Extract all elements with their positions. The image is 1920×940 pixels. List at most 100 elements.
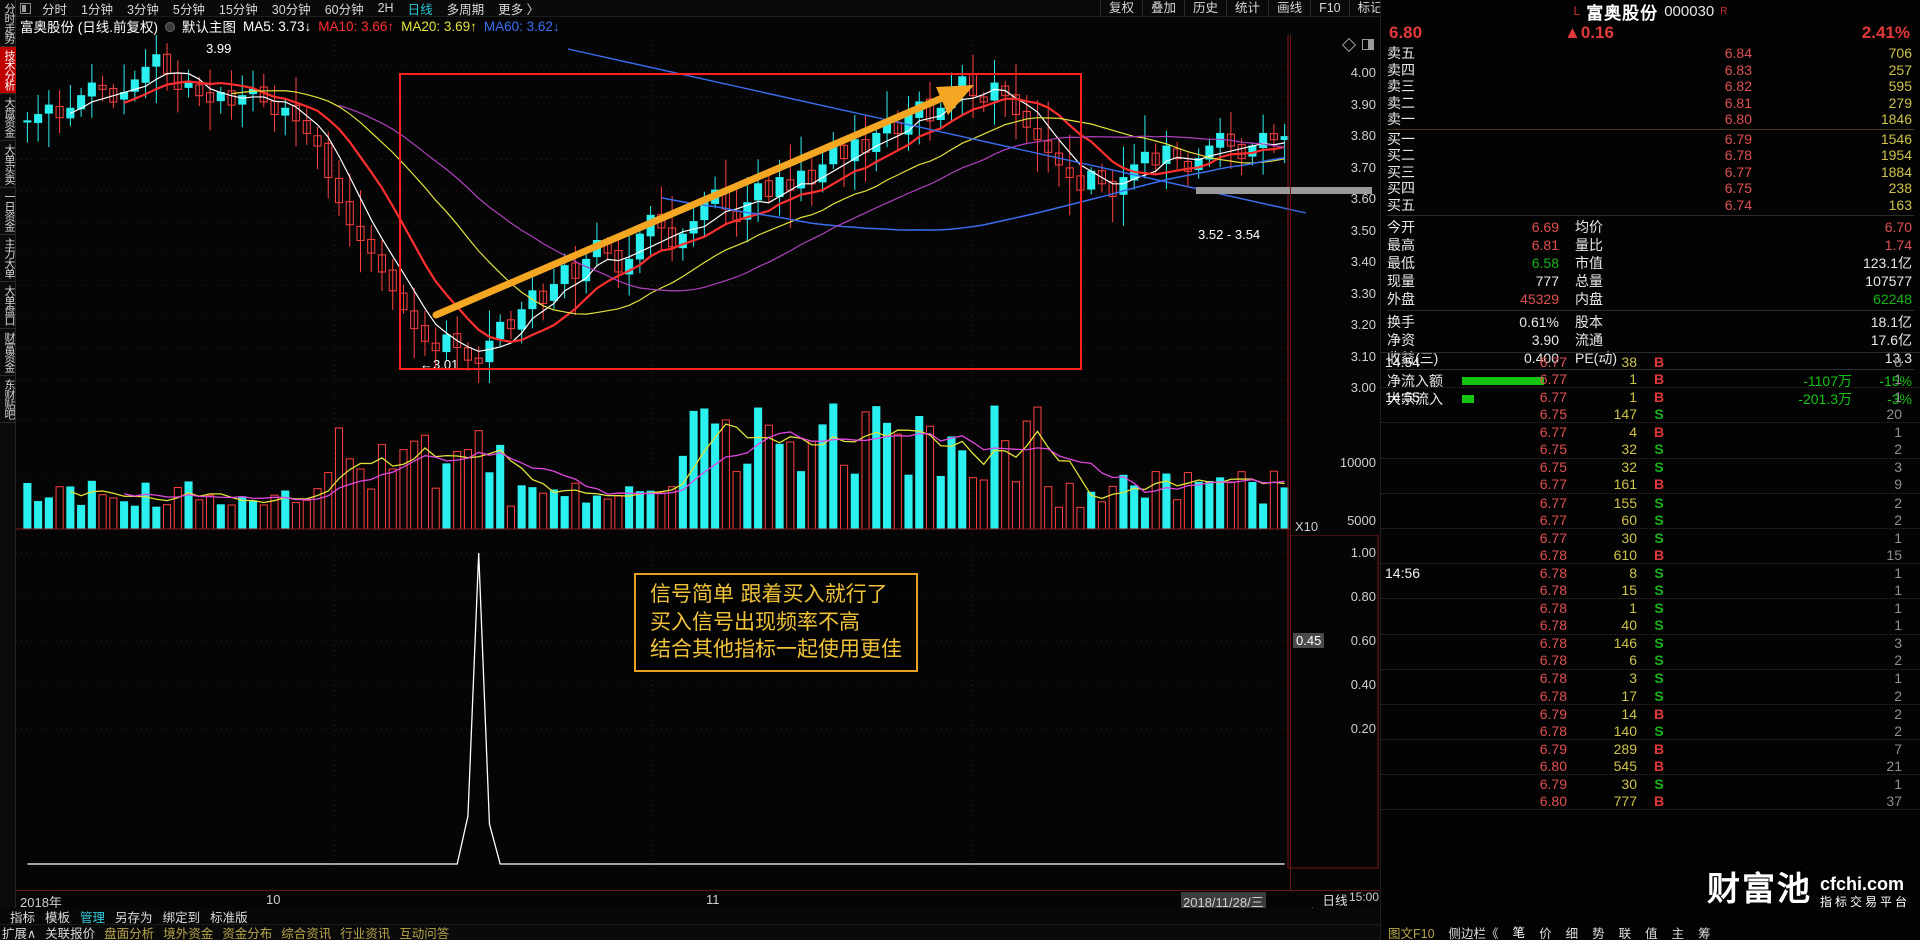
- sub-tick-0.80: 0.80: [1350, 589, 1376, 604]
- extmenu-资金分布[interactable]: 资金分布: [222, 927, 273, 940]
- ask-row-2[interactable]: 卖三 6.82 595: [1381, 78, 1920, 95]
- tick-row-17[interactable]: 6.78 6 S 2: [1381, 652, 1920, 670]
- tool-统计[interactable]: 统计: [1226, 0, 1268, 17]
- tick-row-4[interactable]: 6.77 4 B 1: [1381, 423, 1920, 441]
- period-3分钟[interactable]: 3分钟: [126, 2, 159, 17]
- period-多周期[interactable]: 多周期: [446, 2, 485, 17]
- tick-volume-17: 6: [1629, 652, 1637, 669]
- fund-v2-1: 17.6亿: [1870, 332, 1912, 348]
- bid-row-0[interactable]: 买一 6.79 1546: [1381, 131, 1920, 148]
- rmenu-细[interactable]: 细: [1565, 926, 1579, 940]
- extmenu-行业资讯[interactable]: 行业资讯: [340, 927, 391, 940]
- ask-row-0[interactable]: 卖五 6.84 706: [1381, 45, 1920, 62]
- rmenu-值[interactable]: 值: [1645, 926, 1658, 940]
- extmenu-扩展∧[interactable]: 扩展∧: [2, 927, 37, 940]
- period-2H[interactable]: 2H: [377, 1, 394, 15]
- bid-row-2[interactable]: 买三 6.77 1884: [1381, 164, 1920, 181]
- period-30分钟[interactable]: 30分钟: [271, 2, 311, 17]
- tick-row-14[interactable]: 6.78 1 S 1: [1381, 599, 1920, 617]
- main-price-chart[interactable]: 3.99 ←3.01 3.52 - 3.54: [16, 35, 1380, 383]
- rmenu-联[interactable]: 联: [1618, 926, 1632, 940]
- tick-row-18[interactable]: 6.78 3 S 1: [1381, 670, 1920, 688]
- tick-row-6[interactable]: 6.75 32 S 3: [1381, 459, 1920, 477]
- sub-indicator-pane[interactable]: 信号简单 跟着买入就行了 买入信号出现频率不高 结合其他指标一起使用更佳: [16, 535, 1380, 890]
- bid-row-1[interactable]: 买二 6.78 1954: [1381, 147, 1920, 164]
- rmenu-势[interactable]: 势: [1592, 926, 1605, 940]
- extmenu-互动问答[interactable]: 互动问答: [399, 927, 450, 940]
- menu-指标[interactable]: 指标: [10, 910, 36, 925]
- tool-标记[interactable]: 标记: [1348, 0, 1391, 17]
- tick-row-13[interactable]: 6.78 15 S 1: [1381, 582, 1920, 600]
- tick-price-24: 6.79: [1539, 776, 1567, 793]
- tool-复权[interactable]: 复权: [1100, 0, 1142, 17]
- rmenu-图文F10[interactable]: 图文F10: [1388, 926, 1435, 940]
- sidebar-item-6[interactable]: 大单盘口: [0, 282, 16, 329]
- tick-row-16[interactable]: 6.78 146 S 3: [1381, 635, 1920, 653]
- panel-toggle-icon[interactable]: [20, 2, 31, 14]
- sidebar-item-2[interactable]: 大盘资金: [0, 94, 16, 141]
- sidebar-item-0[interactable]: 分时走势: [0, 0, 16, 47]
- period-分时[interactable]: 分时: [42, 2, 68, 17]
- bid-row-3[interactable]: 买四 6.75 238: [1381, 180, 1920, 197]
- tick-row-2[interactable]: 14:55 6.77 1 B 1: [1381, 388, 1920, 406]
- menu-标准版[interactable]: 标准版: [210, 910, 248, 925]
- tick-row-8[interactable]: 6.77 155 S 2: [1381, 494, 1920, 512]
- extmenu-关联报价[interactable]: 关联报价: [45, 927, 96, 940]
- tick-row-10[interactable]: 6.77 30 S 1: [1381, 529, 1920, 547]
- tick-row-19[interactable]: 6.78 17 S 2: [1381, 687, 1920, 705]
- tick-row-1[interactable]: 6.77 1 B 1: [1381, 371, 1920, 389]
- sidebar-item-3[interactable]: 大单买卖: [0, 141, 16, 188]
- menu-绑定到[interactable]: 绑定到: [162, 910, 201, 925]
- tick-row-3[interactable]: 6.75 147 S 20: [1381, 406, 1920, 424]
- tick-row-21[interactable]: 6.78 140 S 2: [1381, 722, 1920, 741]
- tick-row-22[interactable]: 6.79 289 B 7: [1381, 740, 1920, 758]
- tick-row-20[interactable]: 6.79 14 B 2: [1381, 705, 1920, 723]
- menu-管理[interactable]: 管理: [80, 910, 106, 925]
- bid-row-4[interactable]: 买五 6.74 163: [1381, 197, 1920, 214]
- main-chart-name[interactable]: 默认主图: [182, 20, 236, 35]
- extmenu-综合资讯[interactable]: 综合资讯: [281, 927, 332, 940]
- rmenu-筹[interactable]: 筹: [1698, 926, 1711, 940]
- sidebar-item-1[interactable]: 技术分析: [0, 47, 16, 94]
- tick-row-0[interactable]: 14:54 6.77 38 B 8: [1381, 353, 1920, 371]
- tick-row-5[interactable]: 6.75 32 S 2: [1381, 441, 1920, 459]
- period-60分钟[interactable]: 60分钟: [324, 2, 364, 17]
- tool-画线[interactable]: 画线: [1268, 0, 1310, 17]
- volume-pane[interactable]: [16, 383, 1380, 535]
- split-pane-icon[interactable]: [1362, 39, 1374, 50]
- indicator-menu-icon[interactable]: [165, 22, 175, 32]
- extmenu-境外资金[interactable]: 境外资金: [163, 927, 214, 940]
- tick-row-7[interactable]: 6.77 161 B 9: [1381, 476, 1920, 494]
- tick-row-25[interactable]: 6.80 777 B 37: [1381, 793, 1920, 811]
- menu-另存为[interactable]: 另存为: [115, 910, 153, 925]
- rmenu-侧边栏《[interactable]: 侧边栏《: [1448, 926, 1499, 940]
- sidebar-item-4[interactable]: 一日资金: [0, 188, 16, 235]
- menu-模板[interactable]: 模板: [45, 910, 71, 925]
- tool-历史[interactable]: 历史: [1184, 0, 1226, 17]
- tick-row-12[interactable]: 14:56 6.78 8 S 1: [1381, 564, 1920, 582]
- ask-row-1[interactable]: 卖四 6.83 257: [1381, 62, 1920, 79]
- rmenu-主[interactable]: 主: [1671, 926, 1685, 940]
- ask-row-3[interactable]: 卖二 6.81 279: [1381, 95, 1920, 112]
- period-更多 〉[interactable]: 更多 〉: [498, 2, 540, 17]
- tick-list[interactable]: 14:54 6.77 38 B 8 6.77 1 B 1 14:55 6.77 1 B 1 6.75 147 S…: [1381, 352, 1920, 892]
- sidebar-item-8[interactable]: 东财贴吧: [0, 376, 16, 423]
- tick-row-24[interactable]: 6.79 30 S 1: [1381, 775, 1920, 793]
- tool-叠加[interactable]: 叠加: [1142, 0, 1184, 17]
- rmenu-价[interactable]: 价: [1539, 926, 1552, 940]
- extmenu-盘面分析[interactable]: 盘面分析: [104, 927, 155, 940]
- tick-row-15[interactable]: 6.78 40 S 1: [1381, 617, 1920, 635]
- period-label[interactable]: 日线: [1322, 894, 1348, 908]
- period-1分钟[interactable]: 1分钟: [81, 2, 113, 17]
- rmenu-笔[interactable]: 笔: [1506, 922, 1533, 940]
- sidebar-item-7[interactable]: 财富资金: [0, 329, 16, 376]
- period-5分钟[interactable]: 5分钟: [172, 2, 205, 17]
- tick-row-9[interactable]: 6.77 60 S 2: [1381, 511, 1920, 529]
- ask-row-4[interactable]: 卖一 6.80 1846: [1381, 111, 1920, 128]
- tool-F10[interactable]: F10: [1310, 0, 1349, 17]
- period-15分钟[interactable]: 15分钟: [218, 2, 258, 17]
- period-日线[interactable]: 日线: [407, 2, 433, 17]
- tick-row-23[interactable]: 6.80 545 B 21: [1381, 758, 1920, 776]
- tick-row-11[interactable]: 6.78 610 B 15: [1381, 547, 1920, 565]
- sidebar-item-5[interactable]: 主力大单: [0, 235, 16, 282]
